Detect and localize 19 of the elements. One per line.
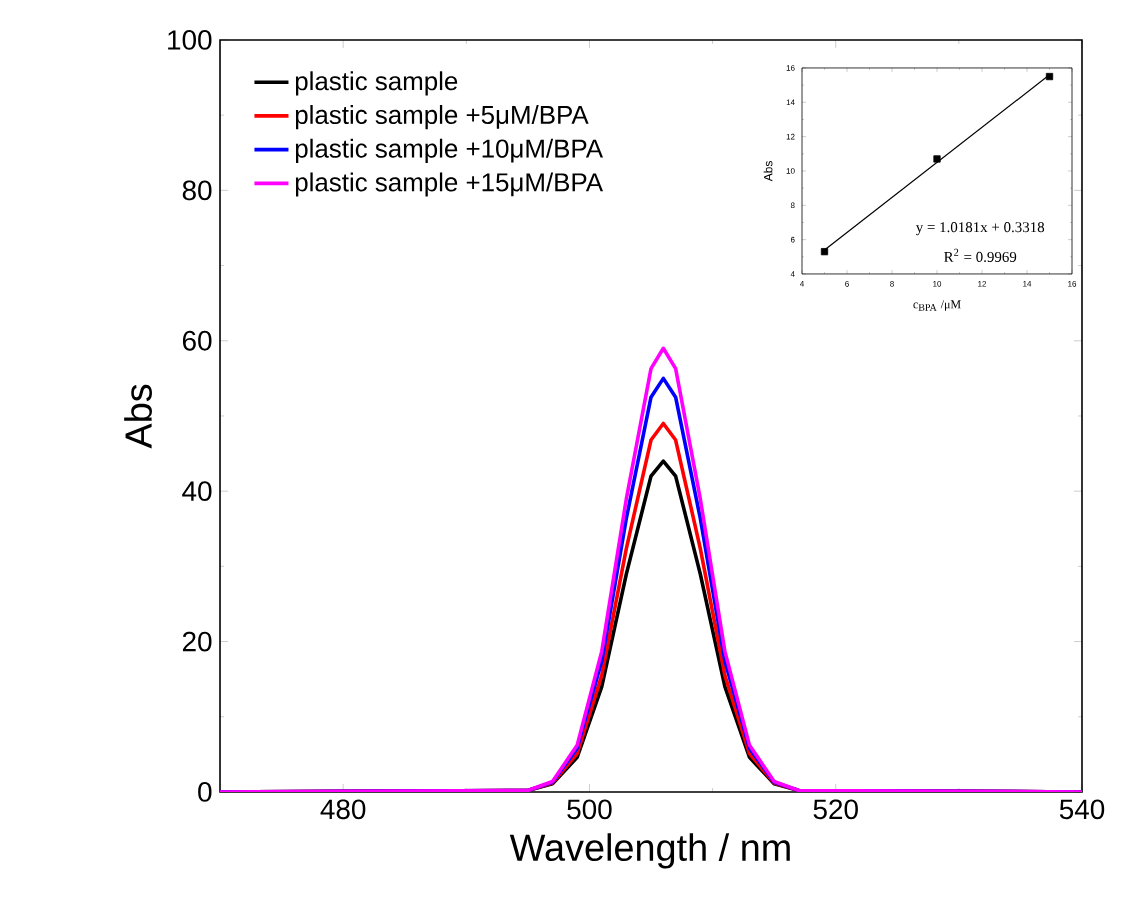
y-tick-label: 40 — [182, 481, 212, 502]
y-tick-label: 60 — [182, 330, 212, 351]
y-tick-label: 20 — [182, 631, 212, 652]
point — [933, 155, 941, 163]
y-tick-label: 0 — [198, 782, 212, 802]
legend-label: plastic sample +15μM/BPA — [295, 172, 604, 197]
y-tick-label: 80 — [182, 180, 212, 201]
x-tick-label: 540 — [1059, 799, 1105, 820]
point — [1045, 72, 1054, 81]
legend-label: plastic sample +5μM/BPA — [295, 105, 589, 130]
legend-label: plastic sample — [295, 71, 458, 96]
point — [820, 248, 829, 256]
y-axis-title: Abs — [124, 384, 152, 449]
legend-label: plastic sample +10μM/BPA — [295, 138, 604, 163]
y-tick-label: 100 — [168, 30, 212, 50]
x-tick-label: 480 — [320, 799, 366, 820]
x-tick-label: 520 — [813, 799, 858, 820]
x-axis-title: Wavelength / nm — [509, 833, 790, 869]
x-tick-label: 500 — [567, 799, 612, 820]
